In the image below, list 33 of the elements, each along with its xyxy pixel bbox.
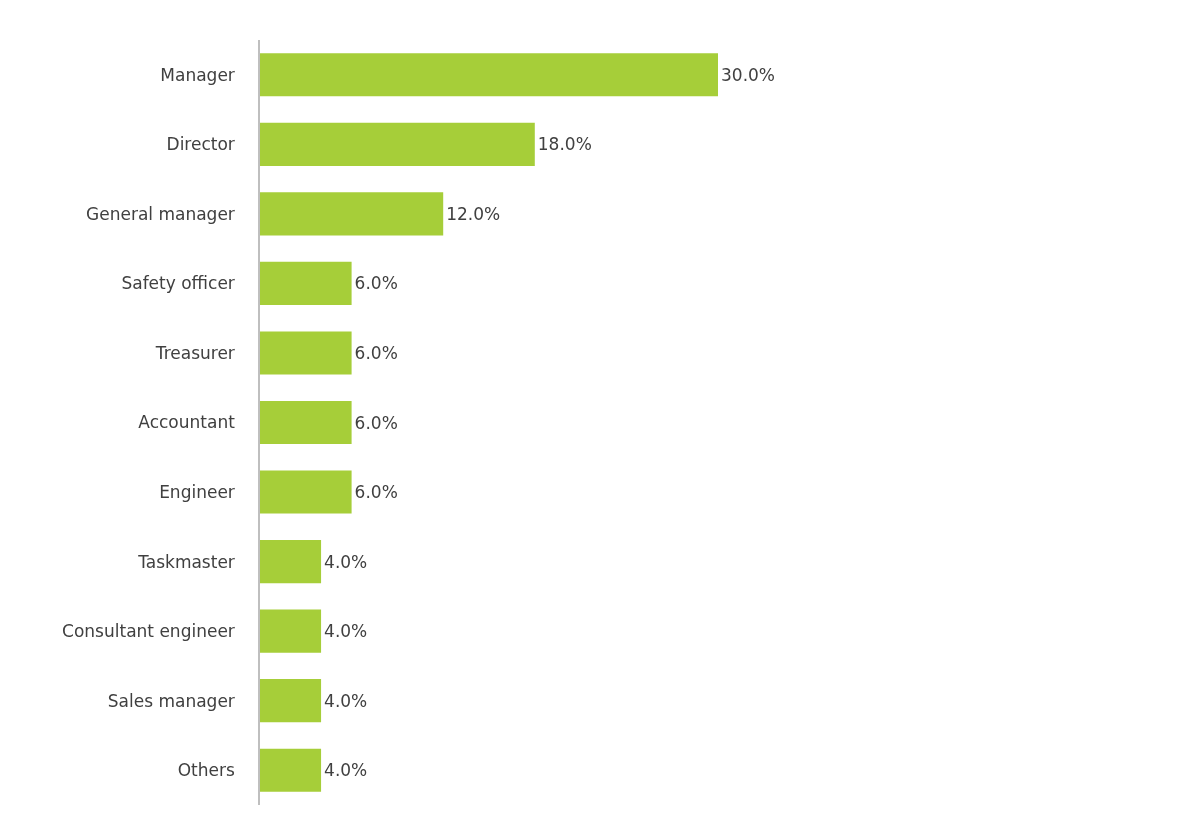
y-tick-label: Taskmaster xyxy=(137,551,235,572)
bar xyxy=(260,261,352,305)
y-tick-label: Consultant engineer xyxy=(62,621,235,642)
bar xyxy=(260,400,352,445)
y-tick-label: Engineer xyxy=(159,482,235,502)
bar xyxy=(260,679,322,723)
data-label: 4.0% xyxy=(324,760,368,781)
y-tick-label: Director xyxy=(166,134,235,155)
bar xyxy=(260,53,718,97)
bar xyxy=(260,331,352,375)
bar xyxy=(260,748,322,792)
bar xyxy=(260,122,535,166)
data-label: 6.0% xyxy=(354,273,398,294)
bar xyxy=(260,192,444,236)
data-label: 12.0% xyxy=(446,203,501,224)
y-tick-label: Others xyxy=(177,760,235,781)
bar xyxy=(260,470,352,514)
data-label: 6.0% xyxy=(354,482,398,503)
y-tick-label: Accountant xyxy=(138,412,236,433)
y-tick-label: General manager xyxy=(86,203,235,224)
bar xyxy=(260,540,322,584)
data-label: 4.0% xyxy=(324,621,368,642)
data-label: 4.0% xyxy=(324,551,368,572)
data-label: 30.0% xyxy=(721,64,776,85)
bar xyxy=(260,609,322,653)
y-tick-label: Sales manager xyxy=(107,690,235,711)
data-label: 6.0% xyxy=(354,342,398,363)
data-label: 6.0% xyxy=(354,412,398,433)
y-tick-label: Treasurer xyxy=(154,342,235,363)
data-label: 18.0% xyxy=(537,134,592,155)
y-tick-label: Manager xyxy=(160,64,235,85)
y-tick-label: Safety officer xyxy=(121,273,235,294)
data-label: 4.0% xyxy=(324,690,368,711)
